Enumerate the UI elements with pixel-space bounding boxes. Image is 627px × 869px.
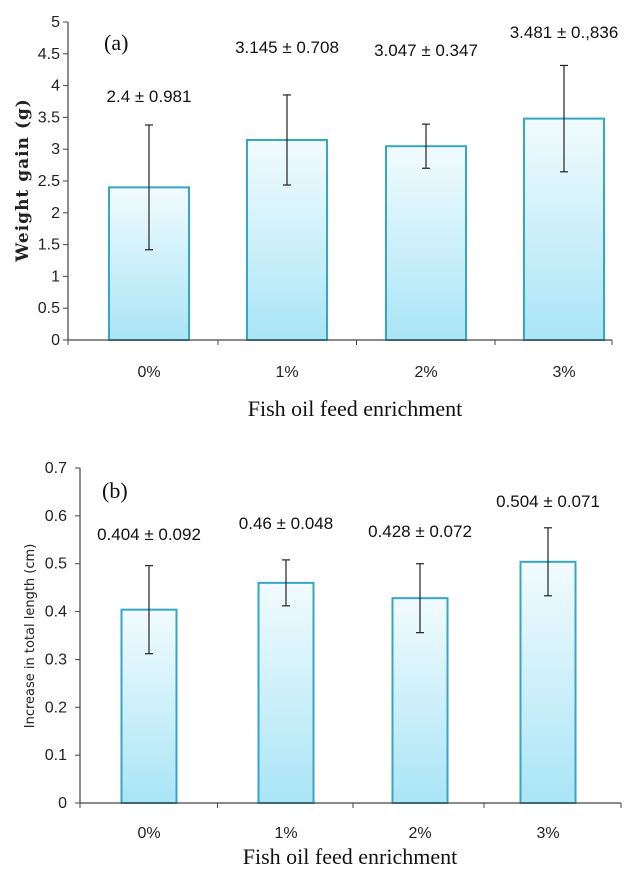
y-tick-label: 0.5 <box>38 300 60 317</box>
axes <box>75 467 622 808</box>
data-label-2%: 0.428 ± 0.072 <box>368 522 472 541</box>
error-bar-2% <box>422 123 430 169</box>
error-bar-2% <box>416 563 424 634</box>
data-labels: 2.4 ± 0.981 3.145 ± 0.708 3.047 ± 0.347 3.4… <box>107 23 619 106</box>
x-tick-label: 2% <box>414 364 437 381</box>
data-label-1%: 3.145 ± 0.708 <box>235 38 339 57</box>
y-tick-label: 4.5 <box>38 46 60 63</box>
y-tick-label: 0 <box>51 332 60 349</box>
y-tick-label: 0.5 <box>45 556 67 573</box>
y-tick-label: 0 <box>58 795 67 812</box>
y-tick-label: 0.3 <box>45 651 67 668</box>
panel-label: (a) <box>104 30 128 55</box>
y-tick-label: 5 <box>51 14 60 31</box>
data-label-3%: 0.504 ± 0.071 <box>496 492 600 511</box>
axes <box>63 21 613 345</box>
error-bar-0% <box>145 565 153 655</box>
y-tick-labels: 0 0.5 1 1.5 2 2.5 3 3.5 4 4.5 5 <box>38 14 60 349</box>
bar-group <box>108 117 605 341</box>
data-label-1%: 0.46 ± 0.048 <box>239 514 333 533</box>
bar-1% <box>257 581 315 804</box>
x-tick-label: 3% <box>536 825 559 842</box>
weight-gain-chart: 0 0.5 1 1.5 2 2.5 3 3.5 4 4.5 5 0% 1% 2% 3% 2.4 ± 0.9… <box>13 14 618 421</box>
panel-label: (b) <box>102 478 128 503</box>
bar-3% <box>519 560 577 804</box>
data-label-0%: 0.404 ± 0.092 <box>97 525 201 544</box>
y-tick-label: 3 <box>51 141 60 158</box>
data-label-3%: 3.481 ± 0.,836 <box>510 23 619 42</box>
x-tick-label: 3% <box>552 364 575 381</box>
y-tick-label: 3.5 <box>38 109 60 126</box>
y-tick-label: 0.4 <box>45 604 67 621</box>
error-bar-0% <box>145 124 153 251</box>
y-tick-label: 2.5 <box>38 173 60 190</box>
y-tick-label: 0.1 <box>45 747 67 764</box>
data-label-2%: 3.047 ± 0.347 <box>374 41 478 60</box>
bar-2% <box>385 145 467 341</box>
y-tick-label: 2 <box>51 205 60 222</box>
x-tick-label: 0% <box>137 825 160 842</box>
x-axis-label: Fish oil feed enrichment <box>248 396 462 421</box>
y-axis-label: Increase in total length (cm) <box>23 544 38 729</box>
y-tick-label: 0.6 <box>45 508 67 525</box>
y-tick-label: 0.2 <box>45 699 67 716</box>
x-tick-labels: 0% 1% 2% 3% <box>137 364 575 381</box>
y-tick-label: 1 <box>51 268 60 285</box>
error-bar-group <box>145 64 568 251</box>
y-tick-label: 0.7 <box>45 460 67 477</box>
y-tick-label: 4 <box>51 78 60 95</box>
y-tick-label: 1.5 <box>38 237 60 254</box>
x-tick-labels: 0% 1% 2% 3% <box>137 825 559 842</box>
y-tick-labels: 0 0.1 0.2 0.3 0.4 0.5 0.6 0.7 <box>45 460 67 812</box>
length-increase-chart: 0 0.1 0.2 0.3 0.4 0.5 0.6 0.7 0% 1% 2% 3% 0.404 ± … <box>23 460 622 869</box>
error-bar-1% <box>282 559 290 607</box>
bar-group <box>120 560 577 805</box>
error-bar-3% <box>560 64 568 173</box>
error-bar-1% <box>283 94 291 186</box>
data-label-0%: 2.4 ± 0.981 <box>107 87 192 106</box>
error-bar-group <box>145 527 552 655</box>
x-tick-label: 2% <box>408 825 431 842</box>
x-axis-label: Fish oil feed enrichment <box>243 844 457 869</box>
x-tick-label: 1% <box>274 825 297 842</box>
data-labels: 0.404 ± 0.092 0.46 ± 0.048 0.428 ± 0.072 0.… <box>97 492 600 544</box>
y-axis-label: Weight gain (g) <box>13 98 33 263</box>
x-tick-label: 0% <box>137 364 160 381</box>
error-bar-3% <box>544 527 552 597</box>
x-tick-label: 1% <box>275 364 298 381</box>
